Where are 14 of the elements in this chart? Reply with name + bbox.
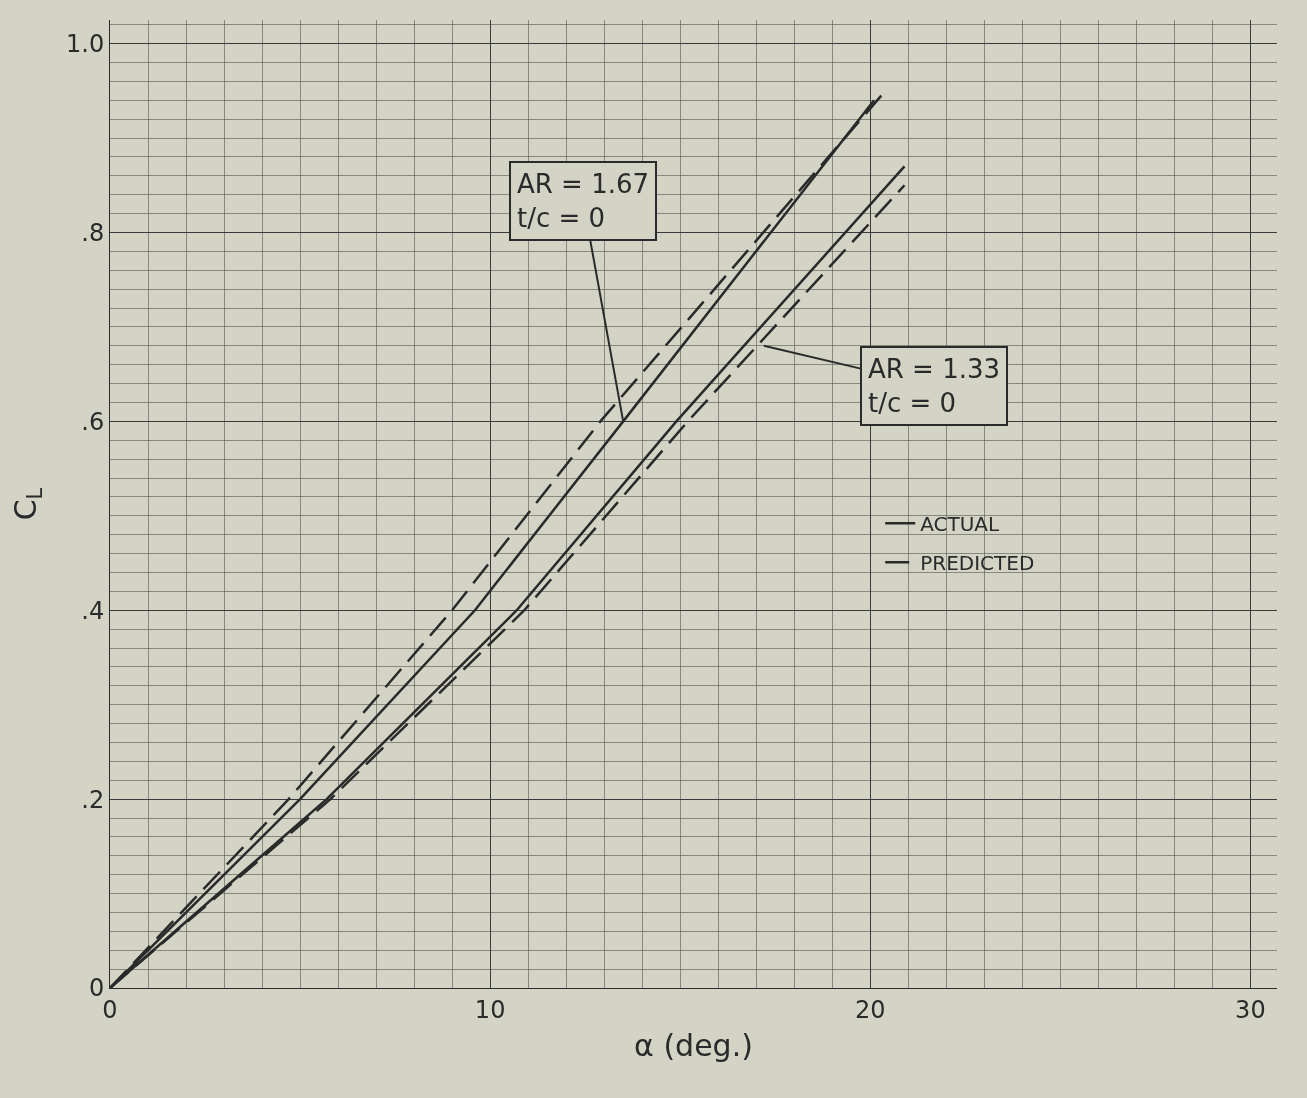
y-tick-label: 1.0 [66,30,105,59]
y-tick-label: .8 [81,218,105,247]
y-tick-label: .6 [81,407,105,436]
y-tick-label: .2 [81,785,105,814]
x-axis-title: α (deg.) [634,1028,753,1064]
y-tick-label: .4 [81,596,105,625]
legend-label: PREDICTED [920,551,1035,576]
annotation: AR = 1.67 t/c = 0 [517,169,650,233]
x-tick-label: 20 [854,995,886,1024]
legend-label: ACTUAL [920,512,1001,537]
annotation: AR = 1.33 t/c = 0 [868,354,1001,418]
x-tick-label: 10 [474,995,506,1024]
y-tick-label: 0 [88,974,105,1003]
x-tick-label: 30 [1235,995,1266,1024]
